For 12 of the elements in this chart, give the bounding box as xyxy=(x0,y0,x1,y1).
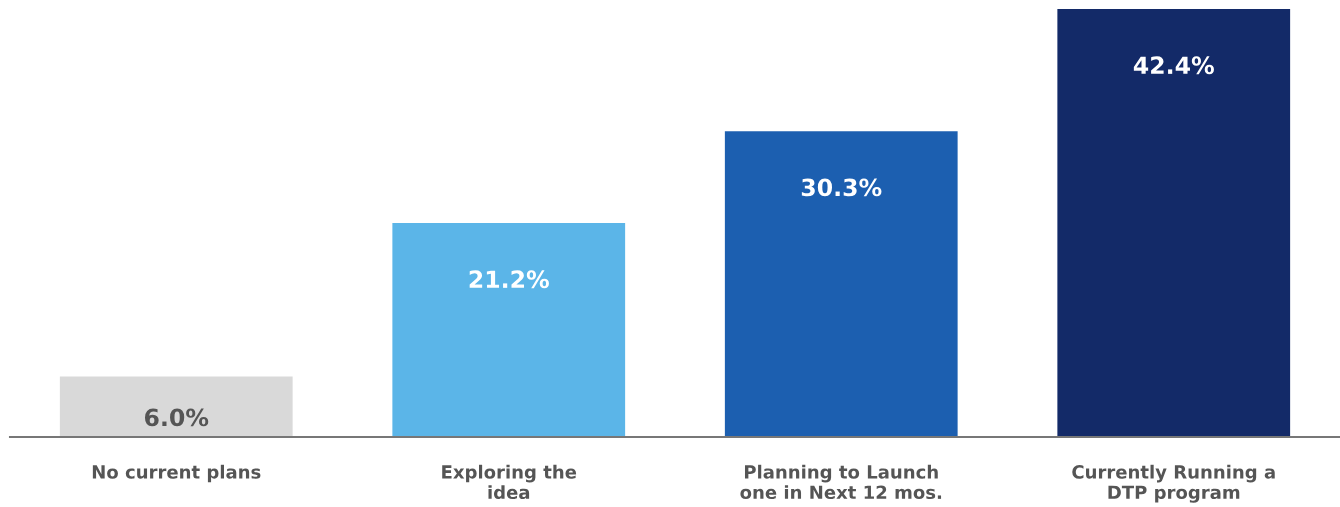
data-label: 30.3% xyxy=(801,178,882,197)
bar xyxy=(724,131,958,437)
bar xyxy=(392,223,626,437)
x-tick-label: Exploring the idea xyxy=(442,464,577,500)
bar xyxy=(59,376,293,437)
x-tick-label: Planning to Launch one in Next 12 mos. xyxy=(740,464,942,500)
bar xyxy=(1057,9,1291,437)
x-tick-label: No current plans xyxy=(92,464,261,483)
x-tick-label: Currently Running a DTP program xyxy=(1072,464,1275,503)
data-label: 21.2% xyxy=(469,270,549,289)
data-label: 6.0% xyxy=(144,408,209,427)
data-label: 42.4% xyxy=(1133,56,1214,75)
